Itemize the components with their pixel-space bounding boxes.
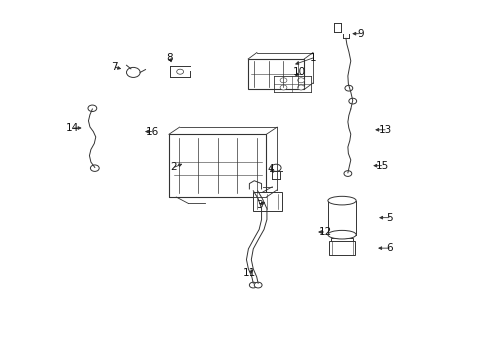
Circle shape	[254, 282, 262, 288]
Text: 7: 7	[111, 62, 118, 72]
Text: 15: 15	[375, 161, 388, 171]
Text: 9: 9	[357, 29, 363, 39]
Circle shape	[343, 171, 351, 176]
Circle shape	[297, 85, 304, 90]
Circle shape	[280, 78, 286, 83]
Text: 12: 12	[318, 227, 331, 237]
Bar	[330, 238, 352, 246]
Bar	[253, 192, 281, 211]
Circle shape	[297, 78, 304, 83]
Ellipse shape	[327, 230, 355, 239]
Text: 16: 16	[146, 127, 159, 136]
Circle shape	[280, 85, 286, 90]
Text: 6: 6	[386, 243, 392, 253]
Text: 10: 10	[292, 67, 305, 77]
Circle shape	[126, 67, 140, 77]
Text: 14: 14	[66, 123, 80, 133]
Text: 8: 8	[166, 53, 173, 63]
Circle shape	[176, 69, 183, 74]
Text: 4: 4	[266, 164, 273, 174]
Circle shape	[249, 282, 257, 288]
Circle shape	[90, 165, 99, 171]
Bar	[328, 241, 355, 255]
Circle shape	[88, 105, 97, 112]
Circle shape	[348, 98, 356, 104]
Text: 1: 1	[309, 53, 315, 63]
Ellipse shape	[327, 196, 355, 205]
Text: 5: 5	[386, 213, 392, 222]
Bar	[168, 134, 266, 197]
Circle shape	[271, 164, 281, 171]
Text: 3: 3	[255, 200, 262, 210]
Bar	[247, 59, 304, 89]
Text: 13: 13	[379, 125, 392, 135]
Text: 11: 11	[242, 268, 256, 278]
Circle shape	[344, 85, 352, 91]
Text: 2: 2	[170, 162, 177, 172]
